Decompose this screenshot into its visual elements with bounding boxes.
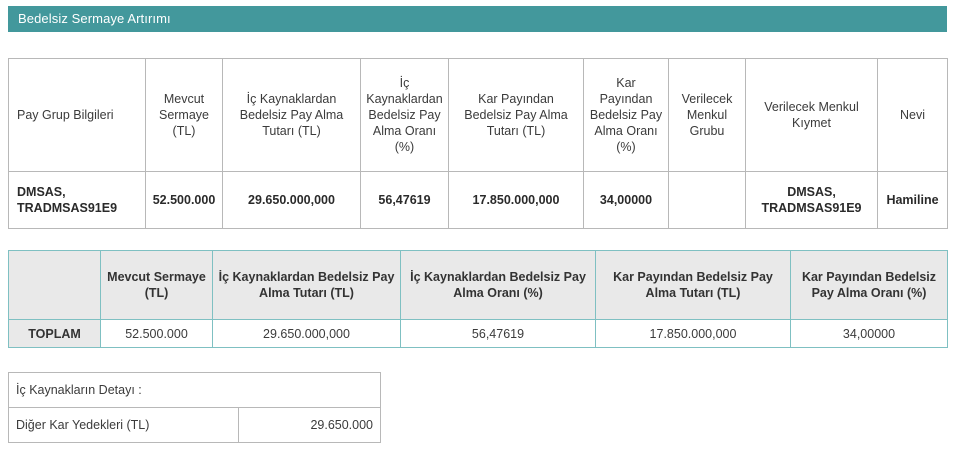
header-kar-payindan-tutar: Kar Payından Bedelsiz Pay Alma Tutarı (T… bbox=[448, 58, 584, 172]
detail-row-label: Diğer Kar Yedekleri (TL) bbox=[8, 407, 239, 443]
totals-row-label: TOPLAM bbox=[8, 319, 101, 348]
cell-verilecek-menkul-grubu bbox=[668, 171, 746, 229]
totals-header-kar-payindan-oran: Kar Payından Bedelsiz Pay Alma Oranı (%) bbox=[790, 250, 948, 320]
cell-ic-kaynaklardan-tutar: 29.650.000,000 bbox=[222, 171, 361, 229]
cell-mevcut-sermaye: 52.500.000 bbox=[145, 171, 223, 229]
totals-cell-kar-payindan-oran: 34,00000 bbox=[790, 319, 948, 348]
header-nevi: Nevi bbox=[877, 58, 948, 172]
cell-nevi: Hamiline bbox=[877, 171, 948, 229]
cell-ic-kaynaklardan-oran: 56,47619 bbox=[360, 171, 449, 229]
totals-cell-ic-kaynaklardan-tutar: 29.650.000,000 bbox=[212, 319, 401, 348]
share-group-table: Pay Grup Bilgileri Mevcut Sermaye (TL) İ… bbox=[8, 58, 948, 229]
detail-row: Diğer Kar Yedekleri (TL) 29.650.000 bbox=[8, 407, 382, 443]
header-kar-payindan-oran: Kar Payından Bedelsiz Pay Alma Oranı (%) bbox=[583, 58, 669, 172]
totals-cell-kar-payindan-tutar: 17.850.000,000 bbox=[595, 319, 791, 348]
totals-header-corner bbox=[8, 250, 101, 320]
totals-cell-mevcut-sermaye: 52.500.000 bbox=[100, 319, 213, 348]
cell-kar-payindan-oran: 34,00000 bbox=[583, 171, 669, 229]
totals-row: TOPLAM 52.500.000 29.650.000,000 56,4761… bbox=[8, 319, 948, 348]
header-ic-kaynaklardan-tutar: İç Kaynaklardan Bedelsiz Pay Alma Tutarı… bbox=[222, 58, 361, 172]
detail-caption-row: İç Kaynakların Detayı : bbox=[7, 372, 382, 408]
cell-pay-grup-bilgileri: DMSAS, TRADMSAS91E9 bbox=[8, 171, 146, 229]
header-mevcut-sermaye: Mevcut Sermaye (TL) bbox=[145, 58, 223, 172]
totals-table: Mevcut Sermaye (TL) İç Kaynaklardan Bede… bbox=[8, 250, 948, 348]
detail-row-value: 29.650.000 bbox=[237, 407, 382, 443]
totals-header-ic-kaynaklardan-tutar: İç Kaynaklardan Bedelsiz Pay Alma Tutarı… bbox=[212, 250, 401, 320]
header-verilecek-menkul-kiymet: Verilecek Menkul Kıymet bbox=[745, 58, 878, 172]
totals-header-row: Mevcut Sermaye (TL) İç Kaynaklardan Bede… bbox=[8, 250, 948, 320]
detail-caption: İç Kaynakların Detayı : bbox=[7, 372, 382, 408]
table-row: DMSAS, TRADMSAS91E9 52.500.000 29.650.00… bbox=[8, 171, 948, 229]
header-ic-kaynaklardan-oran: İç Kaynaklardan Bedelsiz Pay Alma Oranı … bbox=[360, 58, 449, 172]
cell-kar-payindan-tutar: 17.850.000,000 bbox=[448, 171, 584, 229]
cell-verilecek-menkul-kiymet: DMSAS, TRADMSAS91E9 bbox=[745, 171, 878, 229]
section-title-bar: Bedelsiz Sermaye Artırımı bbox=[8, 6, 947, 32]
table-header-row: Pay Grup Bilgileri Mevcut Sermaye (TL) İ… bbox=[8, 58, 948, 172]
header-verilecek-menkul-grubu: Verilecek Menkul Grubu bbox=[668, 58, 746, 172]
totals-header-kar-payindan-tutar: Kar Payından Bedelsiz Pay Alma Tutarı (T… bbox=[595, 250, 791, 320]
header-pay-grup-bilgileri: Pay Grup Bilgileri bbox=[8, 58, 146, 172]
totals-cell-ic-kaynaklardan-oran: 56,47619 bbox=[400, 319, 596, 348]
totals-header-mevcut-sermaye: Mevcut Sermaye (TL) bbox=[100, 250, 213, 320]
internal-resources-detail-table: İç Kaynakların Detayı : Diğer Kar Yedekl… bbox=[7, 372, 382, 443]
section-title-text: Bedelsiz Sermaye Artırımı bbox=[18, 11, 171, 26]
totals-header-ic-kaynaklardan-oran: İç Kaynaklardan Bedelsiz Pay Alma Oranı … bbox=[400, 250, 596, 320]
